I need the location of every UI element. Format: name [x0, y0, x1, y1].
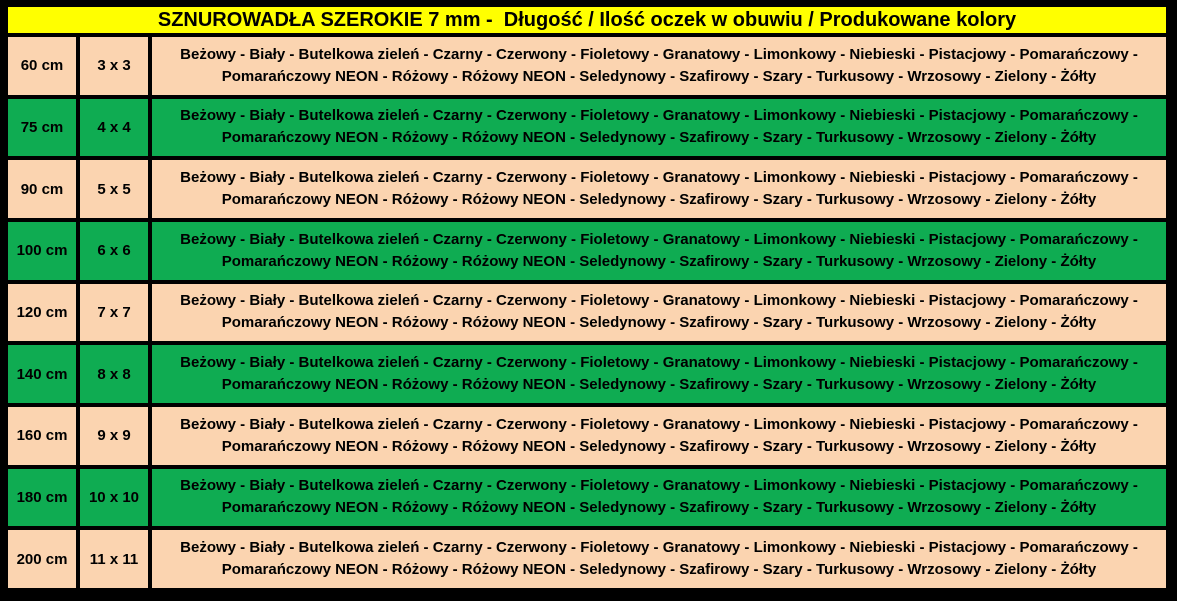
length-cell: 140 cm: [4, 341, 80, 407]
colors-line-1: Beżowy - Biały - Butelkowa zieleń - Czar…: [180, 107, 1138, 125]
eyelets-cell: 11 x 11: [76, 526, 152, 592]
colors-line-2: Pomarańczowy NEON - Różowy - Różowy NEON…: [221, 67, 1097, 85]
length-cell: 200 cm: [4, 526, 80, 592]
colors-line-1: Beżowy - Biały - Butelkowa zieleń - Czar…: [180, 539, 1138, 557]
eyelets-cell: 10 x 10: [76, 464, 152, 531]
colors-cell: Beżowy - Biały - Butelkowa zieleń - Czar…: [148, 279, 1170, 346]
colors-line-1: Beżowy - Biały - Butelkowa zieleń - Czar…: [180, 477, 1138, 495]
colors-line-1: Beżowy - Biały - Butelkowa zieleń - Czar…: [180, 354, 1138, 372]
table-row: 120 cm 7 x 7 Beżowy - Biały - Butelkowa …: [4, 279, 1170, 346]
table-row: 90 cm 5 x 5 Beżowy - Biały - Butelkowa z…: [4, 156, 1170, 222]
colors-line-2: Pomarańczowy NEON - Różowy - Różowy NEON…: [221, 561, 1097, 579]
eyelets-cell: 4 x 4: [76, 94, 152, 161]
eyelets-cell: 3 x 3: [76, 33, 152, 99]
table-row: 200 cm 11 x 11 Beżowy - Biały - Butelkow…: [4, 526, 1170, 592]
table-row: 75 cm 4 x 4 Beżowy - Biały - Butelkowa z…: [4, 94, 1170, 161]
colors-cell: Beżowy - Biały - Butelkowa zieleń - Czar…: [148, 33, 1170, 99]
colors-cell: Beżowy - Biały - Butelkowa zieleń - Czar…: [148, 464, 1170, 531]
length-cell: 160 cm: [4, 402, 80, 469]
colors-cell: Beżowy - Biały - Butelkowa zieleń - Czar…: [148, 526, 1170, 592]
colors-line-2: Pomarańczowy NEON - Różowy - Różowy NEON…: [221, 376, 1097, 394]
colors-line-1: Beżowy - Biały - Butelkowa zieleń - Czar…: [180, 169, 1138, 187]
colors-line-2: Pomarańczowy NEON - Różowy - Różowy NEON…: [221, 437, 1097, 455]
colors-cell: Beżowy - Biały - Butelkowa zieleń - Czar…: [148, 94, 1170, 161]
colors-line-1: Beżowy - Biały - Butelkowa zieleń - Czar…: [180, 292, 1138, 310]
length-cell: 75 cm: [4, 94, 80, 161]
table-title: SZNUROWADŁA SZEROKIE 7 mm - Długość / Il…: [4, 3, 1170, 37]
eyelets-cell: 5 x 5: [76, 156, 152, 222]
eyelets-cell: 9 x 9: [76, 402, 152, 469]
colors-line-2: Pomarańczowy NEON - Różowy - Różowy NEON…: [221, 252, 1097, 270]
title-row: SZNUROWADŁA SZEROKIE 7 mm - Długość / Il…: [4, 3, 1170, 37]
shoelace-spec-table: SZNUROWADŁA SZEROKIE 7 mm - Długość / Il…: [4, 3, 1170, 592]
colors-cell: Beżowy - Biały - Butelkowa zieleń - Czar…: [148, 156, 1170, 222]
colors-line-2: Pomarańczowy NEON - Różowy - Różowy NEON…: [221, 191, 1097, 209]
table-row: 100 cm 6 x 6 Beżowy - Biały - Butelkowa …: [4, 217, 1170, 284]
colors-line-1: Beżowy - Biały - Butelkowa zieleń - Czar…: [180, 45, 1138, 63]
table-row: 160 cm 9 x 9 Beżowy - Biały - Butelkowa …: [4, 402, 1170, 469]
table-row: 140 cm 8 x 8 Beżowy - Biały - Butelkowa …: [4, 341, 1170, 407]
colors-line-2: Pomarańczowy NEON - Różowy - Różowy NEON…: [221, 314, 1097, 332]
length-cell: 60 cm: [4, 33, 80, 99]
colors-line-2: Pomarańczowy NEON - Różowy - Różowy NEON…: [221, 129, 1097, 147]
colors-cell: Beżowy - Biały - Butelkowa zieleń - Czar…: [148, 402, 1170, 469]
length-cell: 180 cm: [4, 464, 80, 531]
eyelets-cell: 7 x 7: [76, 279, 152, 346]
colors-line-1: Beżowy - Biały - Butelkowa zieleń - Czar…: [180, 230, 1138, 248]
length-cell: 100 cm: [4, 217, 80, 284]
colors-cell: Beżowy - Biały - Butelkowa zieleń - Czar…: [148, 217, 1170, 284]
colors-line-2: Pomarańczowy NEON - Różowy - Różowy NEON…: [221, 499, 1097, 517]
length-cell: 120 cm: [4, 279, 80, 346]
length-cell: 90 cm: [4, 156, 80, 222]
eyelets-cell: 8 x 8: [76, 341, 152, 407]
table-row: 180 cm 10 x 10 Beżowy - Biały - Butelkow…: [4, 464, 1170, 531]
eyelets-cell: 6 x 6: [76, 217, 152, 284]
colors-cell: Beżowy - Biały - Butelkowa zieleń - Czar…: [148, 341, 1170, 407]
table-row: 60 cm 3 x 3 Beżowy - Biały - Butelkowa z…: [4, 33, 1170, 99]
colors-line-1: Beżowy - Biały - Butelkowa zieleń - Czar…: [180, 415, 1138, 433]
